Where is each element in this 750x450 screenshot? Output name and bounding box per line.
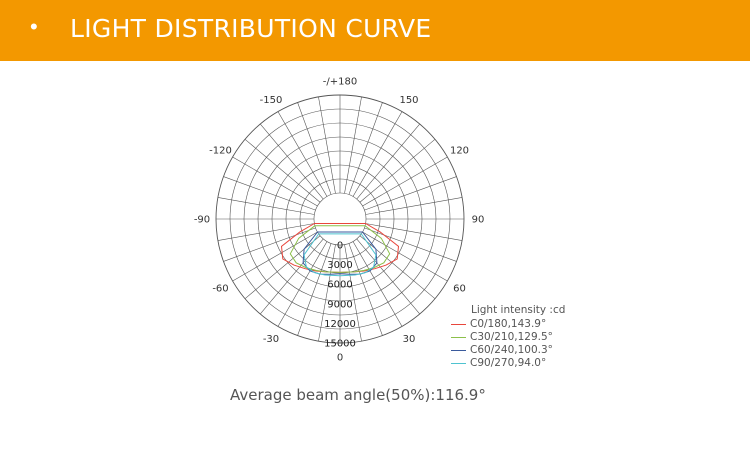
legend-item-c0: C0/180,143.9° xyxy=(451,318,546,330)
legend-label: C30/210,129.5° xyxy=(470,331,553,343)
grid-spoke xyxy=(244,139,321,203)
legend-swatch xyxy=(451,336,466,338)
grid-spoke xyxy=(356,238,420,315)
legend-label: C0/180,143.9° xyxy=(470,318,547,330)
angle-label: 150 xyxy=(399,95,418,106)
curve-c90 xyxy=(303,233,377,277)
grid-spoke xyxy=(217,197,315,215)
angle-label: 60 xyxy=(453,284,466,295)
legend-swatch xyxy=(451,349,466,351)
grid-spoke xyxy=(277,111,328,197)
legend-label: C90/270,94.0° xyxy=(470,357,547,369)
header-bullet: • xyxy=(30,14,38,39)
legend-item-c60: C60/240,100.3° xyxy=(451,344,553,356)
grid-spoke xyxy=(352,241,403,327)
grid-spoke xyxy=(352,111,403,197)
radial-tick-label: 3000 xyxy=(327,260,352,271)
angle-label: 0 xyxy=(337,353,343,364)
grid-spoke xyxy=(344,96,362,194)
grid-spoke xyxy=(364,176,457,211)
grid-spoke xyxy=(364,227,457,262)
polar-grid xyxy=(215,94,465,344)
grid-spoke xyxy=(232,231,318,282)
grid-spoke xyxy=(362,156,448,207)
curve-c60 xyxy=(302,231,378,275)
angle-label: -60 xyxy=(212,284,228,295)
legend-item-c90: C90/270,94.0° xyxy=(451,357,546,369)
angle-label: 120 xyxy=(450,146,469,157)
grid-spoke xyxy=(297,243,332,336)
grid-spoke xyxy=(297,102,332,195)
grid-spoke xyxy=(359,139,436,203)
grid-spoke xyxy=(260,238,324,315)
radial-tick-label: 12000 xyxy=(324,319,356,330)
radial-tick-label: 0 xyxy=(337,241,343,252)
grid-spoke xyxy=(344,244,362,342)
legend-swatch xyxy=(451,323,466,325)
grid-spoke xyxy=(223,176,316,211)
radial-tick-label: 9000 xyxy=(327,299,352,310)
grid-spoke xyxy=(348,243,383,336)
grid-circle xyxy=(313,192,367,246)
header-bar: • LIGHT DISTRIBUTION CURVE xyxy=(0,0,750,61)
radial-tick-label: 6000 xyxy=(327,280,352,291)
legend-title: Light intensity :cd xyxy=(471,304,566,316)
grid-spoke xyxy=(244,235,321,299)
grid-spoke xyxy=(318,244,336,342)
legend-item-c30: C30/210,129.5° xyxy=(451,331,553,343)
curve-c30 xyxy=(289,225,391,273)
grid-spoke xyxy=(260,123,324,200)
grid-spoke xyxy=(223,227,316,262)
polar-labels: -/+180 150 120 90 60 30 0 -30 -60 -90 -120 -150 0 300… xyxy=(194,77,485,364)
angle-label: -/+180 xyxy=(323,77,357,88)
grid-spoke xyxy=(348,102,383,195)
angle-label: -120 xyxy=(209,146,232,157)
angle-label: -150 xyxy=(260,95,283,106)
grid-spoke xyxy=(277,241,328,327)
angle-label: -90 xyxy=(194,215,210,226)
grid-spoke xyxy=(365,197,463,215)
grid-spoke xyxy=(362,231,448,282)
grid-spoke xyxy=(356,123,420,200)
beam-angle-note: Average beam angle(50%):116.9° xyxy=(230,386,486,404)
page-title: LIGHT DISTRIBUTION CURVE xyxy=(70,14,432,43)
grid-spoke xyxy=(365,223,463,241)
legend-swatch xyxy=(451,362,466,364)
intensity-curves xyxy=(280,223,400,277)
angle-label: 90 xyxy=(472,215,485,226)
grid-spoke xyxy=(217,223,315,241)
grid-spoke xyxy=(318,96,336,194)
grid-spoke xyxy=(359,235,436,299)
radial-tick-label: 15000 xyxy=(324,339,356,350)
polar-chart: -/+180 150 120 90 60 30 0 -30 -60 -90 -120 -150 0 300… xyxy=(194,77,485,364)
angle-label: -30 xyxy=(263,334,279,345)
angle-label: 30 xyxy=(403,334,416,345)
grid-spoke xyxy=(232,156,318,207)
legend-label: C60/240,100.3° xyxy=(470,344,553,356)
